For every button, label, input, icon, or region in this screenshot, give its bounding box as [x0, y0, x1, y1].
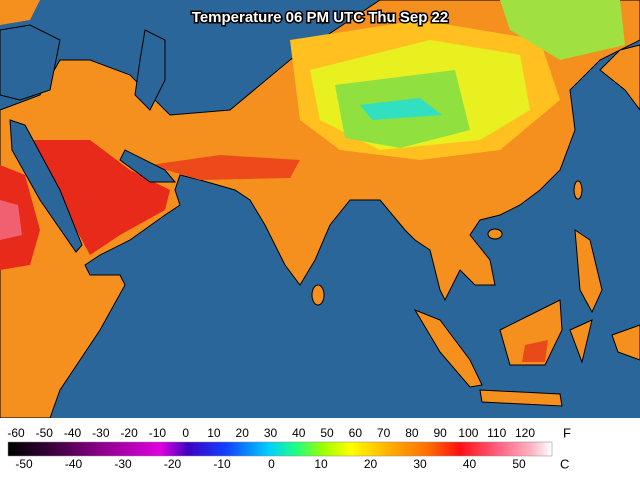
f-tick-label: 20	[236, 426, 250, 440]
f-tick-label: 120	[515, 426, 535, 440]
c-tick-label: 50	[512, 457, 526, 471]
taiwan	[573, 180, 583, 200]
f-tick-label: 100	[458, 426, 478, 440]
c-tick-label: -30	[114, 457, 132, 471]
c-tick-label: 30	[413, 457, 427, 471]
color-scale	[7, 441, 553, 457]
c-tick-label: -40	[65, 457, 83, 471]
f-tick-label: 10	[207, 426, 221, 440]
sumatra	[413, 308, 483, 388]
unit-f: F	[563, 425, 571, 440]
cool-zone-north	[500, 0, 625, 60]
caspian-sea	[134, 29, 166, 111]
f-tick-label: 30	[264, 426, 278, 440]
map	[0, 0, 640, 419]
c-tick-label: 40	[463, 457, 477, 471]
f-tick-label: 80	[405, 426, 419, 440]
c-tick-label: 20	[364, 457, 378, 471]
java	[479, 389, 563, 407]
f-tick-label: 40	[292, 426, 306, 440]
new-guinea	[611, 324, 640, 361]
map-title: Temperature 06 PM UTC Thu Sep 22	[192, 9, 448, 26]
f-tick-label: 70	[377, 426, 391, 440]
f-tick-label: -20	[120, 426, 138, 440]
hot-zone-borneo	[522, 340, 548, 362]
land-northwest	[0, 0, 40, 25]
f-tick-label: 110	[487, 426, 506, 440]
f-tick-label: -10	[149, 426, 167, 440]
hot-zone-arabia	[20, 140, 170, 255]
persian-gulf	[119, 149, 177, 183]
f-tick-label: -60	[7, 426, 25, 440]
f-tick-label: 0	[182, 426, 189, 440]
c-tick-label: 0	[268, 457, 275, 471]
c-tick-label: -20	[164, 457, 182, 471]
hainan	[487, 228, 503, 240]
philippines	[574, 229, 603, 314]
cold-zone	[360, 98, 442, 120]
c-tick-label: -50	[15, 457, 33, 471]
hot-zone-pakistan	[150, 155, 300, 180]
f-tick-label: 90	[433, 426, 447, 440]
black-sea	[0, 24, 61, 101]
japan	[599, 44, 640, 111]
f-tick-label: -30	[92, 426, 110, 440]
f-tick-label: -40	[64, 426, 82, 440]
f-tick-label: 50	[320, 426, 334, 440]
f-tick-label: -50	[36, 426, 54, 440]
c-tick-label: -10	[213, 457, 231, 471]
sulawesi	[569, 319, 593, 364]
f-tick-label: 60	[349, 426, 363, 440]
hot-zone-africa	[0, 165, 40, 270]
red-sea	[9, 119, 83, 253]
c-tick-label: 10	[314, 457, 328, 471]
hot-zone-pink	[0, 200, 22, 240]
sri-lanka	[311, 284, 325, 306]
unit-c: C	[560, 456, 569, 471]
